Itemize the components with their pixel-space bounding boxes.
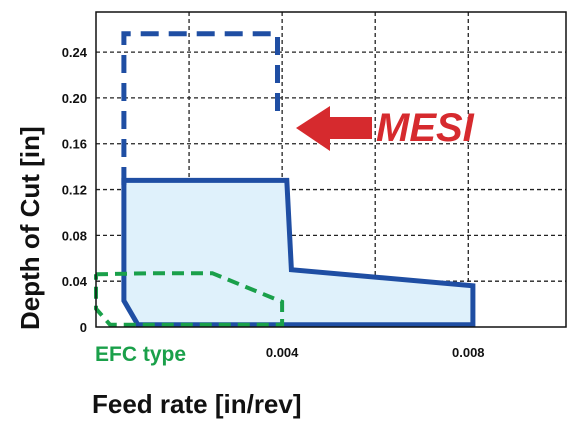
plot-frame <box>95 11 567 328</box>
x-axis-title: Feed rate [in/rev] <box>92 389 302 419</box>
efc-type-label: EFC type <box>95 343 186 366</box>
y-tick-labels: 0 0.04 0.08 0.12 0.16 0.20 0.24 <box>62 45 88 335</box>
y-tick-label: 0.20 <box>62 91 87 106</box>
x-tick-label: 0.004 <box>266 345 299 360</box>
efc-type-region-dashed <box>94 271 285 327</box>
mesi-arrow <box>296 106 372 151</box>
y-tick-label: 0.08 <box>62 228 87 243</box>
y-tick-label: 0.04 <box>62 274 88 289</box>
mesi-region-dashed <box>121 31 280 185</box>
y-axis-title: Depth of Cut [in] <box>15 126 45 330</box>
machining-region-solid <box>121 177 476 328</box>
plot-series <box>94 31 476 328</box>
x-tick-labels: 0.004 0.008 <box>266 345 485 360</box>
x-tick-label: 0.008 <box>452 345 485 360</box>
y-tick-label: 0 <box>80 320 87 335</box>
mesi-label: MESI <box>376 106 475 150</box>
y-tick-label: 0.24 <box>62 45 88 60</box>
y-tick-label: 0.12 <box>62 183 87 198</box>
y-tick-label: 0.16 <box>62 137 87 152</box>
